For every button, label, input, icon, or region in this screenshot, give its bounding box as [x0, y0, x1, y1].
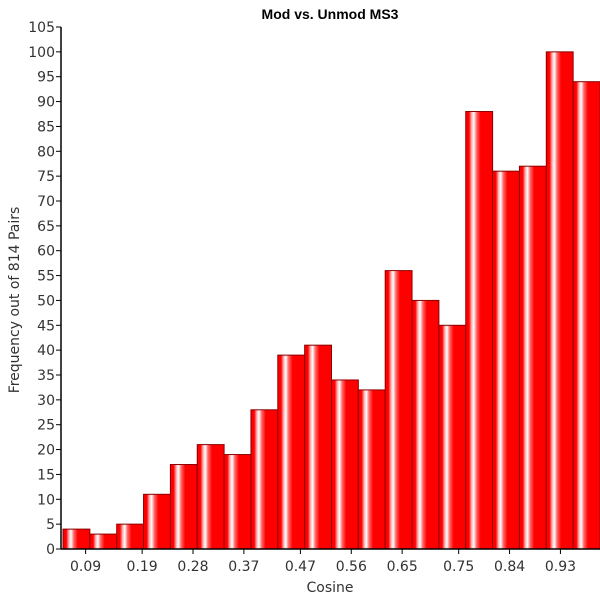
x-tick-label: 0.28	[177, 559, 208, 575]
y-tick-label: 80	[37, 144, 55, 160]
y-tick-label: 45	[37, 318, 55, 334]
y-tick-label: 55	[37, 269, 55, 285]
y-tick-label: 35	[37, 368, 55, 384]
histogram-bar	[438, 324, 467, 550]
y-tick-label: 50	[37, 293, 55, 309]
y-tick-label: 15	[37, 467, 55, 483]
x-tick-label: 0.56	[336, 559, 367, 575]
y-tick-label: 10	[37, 492, 55, 508]
x-tick-label: 0.19	[127, 559, 158, 575]
histogram-bar	[169, 463, 198, 550]
y-tick-label: 0	[46, 542, 55, 558]
y-axis-ticks: 0 5 10 15 20 25 30 35 40 45 50 55 60 65 70 75 80 85 90 95 10…	[28, 20, 61, 558]
histogram-bar	[116, 523, 145, 550]
x-tick-label: 0.75	[443, 559, 474, 575]
y-tick-label: 90	[37, 95, 55, 111]
bars-group	[62, 51, 600, 550]
x-tick-label: 0.84	[494, 559, 525, 575]
y-tick-label: 65	[37, 219, 55, 235]
histogram-bar	[384, 270, 413, 550]
y-tick-label: 60	[37, 244, 55, 260]
y-tick-label: 105	[28, 20, 55, 36]
y-tick-label: 25	[37, 418, 55, 434]
histogram-bar	[277, 354, 306, 550]
y-tick-label: 20	[37, 443, 55, 459]
histogram-bar	[492, 170, 520, 550]
histogram-bar	[62, 528, 91, 550]
x-tick-label: 0.09	[70, 559, 101, 575]
histogram-bar	[545, 51, 574, 550]
y-tick-label: 75	[37, 169, 55, 185]
chart-title: Mod vs. Unmod MS3	[262, 6, 399, 22]
y-tick-label: 70	[37, 194, 55, 210]
histogram-bar	[304, 344, 332, 550]
x-tick-label: 0.93	[545, 559, 576, 575]
histogram-bar	[572, 81, 600, 550]
y-axis-label: Frequency out of 814 Pairs	[7, 207, 23, 394]
y-tick-label: 85	[37, 119, 55, 135]
x-tick-label: 0.37	[228, 559, 259, 575]
histogram-bar	[89, 533, 118, 550]
histogram-bar	[465, 111, 494, 550]
y-tick-label: 100	[28, 45, 55, 61]
histogram-bar	[223, 454, 252, 550]
histogram-bar	[411, 299, 440, 550]
histogram-bar	[518, 165, 547, 550]
histogram-bar	[196, 444, 225, 550]
x-axis-ticks: 0.09 0.19 0.28 0.37 0.47 0.56 0.65 0.75 0.84 0.93	[70, 549, 576, 575]
histogram-bar	[357, 389, 386, 550]
x-tick-label: 0.47	[285, 559, 316, 575]
y-tick-label: 40	[37, 343, 55, 359]
y-tick-label: 30	[37, 393, 55, 409]
x-axis-label: Cosine	[306, 580, 353, 596]
histogram-bar	[250, 409, 279, 550]
y-tick-label: 95	[37, 70, 55, 86]
x-tick-label: 0.65	[387, 559, 418, 575]
y-tick-label: 5	[46, 517, 55, 533]
histogram-bar	[331, 379, 359, 550]
histogram-bar	[143, 493, 171, 550]
